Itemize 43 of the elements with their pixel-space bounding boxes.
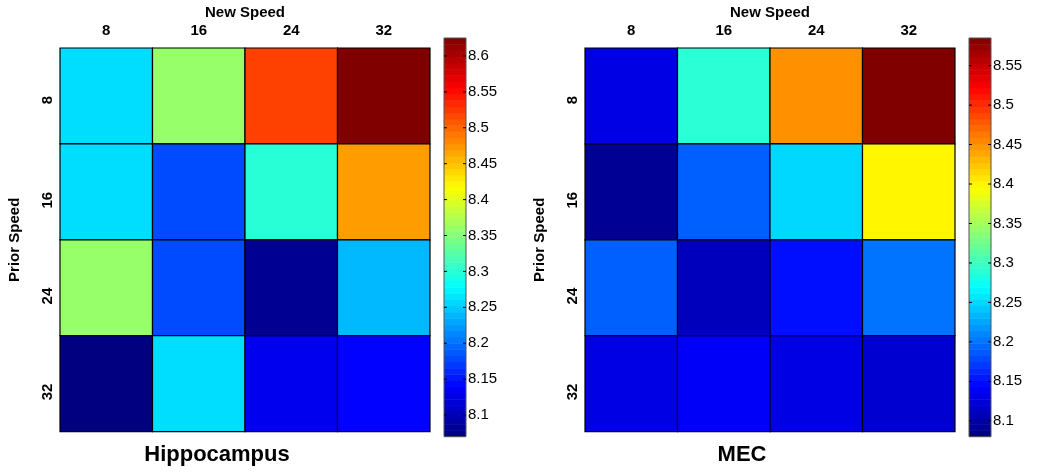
y-tick-label: 32 [38,383,56,401]
x-tick-label: 24 [282,21,301,39]
y-axis-title: Prior Speed [530,197,548,282]
x-tick-label: 32 [900,21,918,39]
color-bar-label: 8.1 [468,405,489,423]
color-bar-label: 8.45 [468,153,498,171]
color-bar-label: 8.4 [468,189,489,207]
text: MEC [717,440,767,466]
color-bar-label: 8.1 [993,410,1014,428]
color-bar-label: 8.3 [468,261,489,279]
x-tick-label: 24 [807,21,826,39]
y-tick-label: 16 [563,191,581,209]
color-bar-label: 8.6 [468,46,489,64]
color-bar-label: 8.3 [993,253,1014,271]
color-bar-label: 8.15 [468,369,498,387]
x-tick-label: 8 [627,21,636,39]
color-bar-label: 8.45 [993,134,1023,152]
color-bar-label: 8.2 [993,332,1014,350]
color-bar-label: 8.25 [993,292,1023,310]
color-bar-label: 8.35 [993,213,1023,231]
y-tick-label: 32 [563,383,581,401]
y-axis-title: Prior Speed [5,197,23,282]
color-bar-label: 8.15 [993,371,1023,389]
color-bar-label: 8.2 [468,333,489,351]
x-tick-label: 16 [715,21,733,39]
color-bar-label: 8.5 [993,95,1014,113]
x-axis-title: New Speed [204,3,286,21]
y-tick-label: 24 [563,287,581,305]
color-bar-label: 8.5 [468,117,489,135]
color-bar-label: 8.35 [468,225,498,243]
color-bar-label: 8.55 [468,82,498,100]
x-tick-label: 32 [375,21,393,39]
color-bar-label: 8.55 [993,55,1023,73]
x-tick-label: 16 [190,21,208,39]
x-tick-label: 8 [102,21,111,39]
y-tick-label: 16 [38,191,56,209]
y-tick-label: 8 [38,95,56,105]
color-bar-label: 8.25 [468,297,498,315]
y-tick-label: 8 [563,95,581,105]
x-axis-title: New Speed [729,3,811,21]
color-bar-label: 8.4 [993,174,1014,192]
y-tick-label: 24 [38,287,56,305]
text: Hippocampus [144,440,290,466]
